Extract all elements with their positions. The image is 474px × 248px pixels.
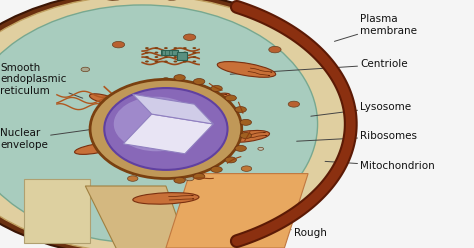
Text: Centriole: Centriole bbox=[230, 60, 408, 74]
Circle shape bbox=[155, 52, 158, 54]
Ellipse shape bbox=[0, 0, 356, 248]
Circle shape bbox=[164, 61, 168, 62]
Circle shape bbox=[145, 61, 149, 62]
Circle shape bbox=[185, 176, 194, 181]
Circle shape bbox=[183, 61, 187, 62]
Circle shape bbox=[193, 173, 205, 179]
Circle shape bbox=[183, 34, 196, 40]
Ellipse shape bbox=[133, 193, 199, 204]
Circle shape bbox=[235, 107, 246, 113]
Circle shape bbox=[193, 79, 205, 85]
Circle shape bbox=[130, 110, 136, 113]
Circle shape bbox=[240, 119, 252, 125]
Circle shape bbox=[211, 86, 222, 92]
Ellipse shape bbox=[0, 5, 318, 243]
Polygon shape bbox=[123, 114, 213, 154]
Text: Ribosomes: Ribosomes bbox=[297, 131, 417, 141]
Circle shape bbox=[163, 78, 169, 81]
Text: Lysosome: Lysosome bbox=[311, 102, 411, 116]
Circle shape bbox=[155, 47, 158, 49]
Circle shape bbox=[258, 147, 264, 150]
Polygon shape bbox=[133, 94, 213, 124]
Circle shape bbox=[192, 56, 196, 58]
Circle shape bbox=[174, 75, 185, 81]
Circle shape bbox=[235, 145, 246, 151]
Text: Nuclear
envelope: Nuclear envelope bbox=[0, 128, 92, 150]
FancyBboxPatch shape bbox=[24, 179, 90, 243]
Circle shape bbox=[81, 67, 90, 72]
Circle shape bbox=[155, 61, 158, 62]
Circle shape bbox=[128, 176, 138, 181]
Polygon shape bbox=[85, 186, 190, 248]
Polygon shape bbox=[166, 174, 308, 248]
Ellipse shape bbox=[114, 97, 199, 151]
Circle shape bbox=[192, 47, 196, 49]
Circle shape bbox=[145, 47, 149, 49]
Circle shape bbox=[173, 52, 177, 54]
FancyBboxPatch shape bbox=[161, 50, 178, 55]
Ellipse shape bbox=[90, 79, 242, 179]
Circle shape bbox=[112, 41, 125, 48]
Circle shape bbox=[173, 56, 177, 58]
Text: Mitochondrion: Mitochondrion bbox=[325, 161, 435, 171]
Circle shape bbox=[192, 61, 196, 62]
Text: Smooth
endoplasmic
reticulum: Smooth endoplasmic reticulum bbox=[0, 63, 83, 98]
Circle shape bbox=[211, 166, 222, 172]
Circle shape bbox=[241, 166, 252, 171]
Circle shape bbox=[164, 56, 168, 58]
Circle shape bbox=[183, 52, 187, 54]
Circle shape bbox=[192, 52, 196, 54]
Circle shape bbox=[240, 133, 252, 139]
Circle shape bbox=[164, 47, 168, 49]
Ellipse shape bbox=[104, 88, 228, 170]
Circle shape bbox=[155, 56, 158, 58]
Circle shape bbox=[225, 157, 237, 163]
Ellipse shape bbox=[196, 93, 230, 105]
Ellipse shape bbox=[223, 130, 270, 142]
Circle shape bbox=[145, 52, 149, 54]
Circle shape bbox=[225, 95, 237, 101]
Circle shape bbox=[145, 56, 149, 58]
Ellipse shape bbox=[0, 0, 346, 248]
Circle shape bbox=[174, 177, 185, 183]
Ellipse shape bbox=[90, 94, 119, 105]
FancyBboxPatch shape bbox=[177, 52, 187, 60]
Text: Plasma
membrane: Plasma membrane bbox=[335, 14, 417, 41]
Circle shape bbox=[183, 47, 187, 49]
Ellipse shape bbox=[217, 62, 276, 77]
Circle shape bbox=[183, 56, 187, 58]
Circle shape bbox=[269, 46, 281, 53]
Circle shape bbox=[173, 61, 177, 62]
Circle shape bbox=[288, 101, 300, 107]
Circle shape bbox=[164, 52, 168, 54]
Circle shape bbox=[173, 47, 177, 49]
Ellipse shape bbox=[74, 143, 115, 155]
Text: Rough: Rough bbox=[202, 214, 327, 238]
